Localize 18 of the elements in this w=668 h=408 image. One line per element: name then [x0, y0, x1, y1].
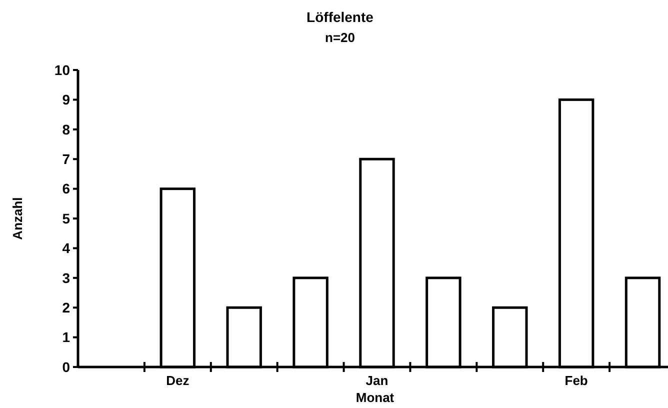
- chart-subtitle: n=20: [325, 30, 355, 45]
- y-tick-label: 3: [62, 270, 70, 286]
- y-tick-label: 2: [62, 300, 70, 316]
- x-tick-label: Feb: [564, 373, 588, 388]
- y-tick-label: 6: [62, 180, 70, 197]
- y-tick-label: 9: [62, 92, 70, 108]
- y-tick-label: 4: [62, 240, 70, 256]
- y-tick-label: 8: [62, 121, 70, 138]
- x-axis-title: Monat: [356, 390, 395, 405]
- y-tick-label: 0: [62, 358, 70, 375]
- x-tick-label: Jan: [366, 373, 388, 388]
- y-tick-label: 1: [62, 329, 70, 346]
- y-tick-label: 10: [54, 62, 70, 78]
- x-tick-label: Dez: [166, 373, 190, 388]
- chart-title: Löffelente: [306, 9, 374, 25]
- y-tick-label: 7: [62, 151, 70, 167]
- y-axis-title: Anzahl: [10, 197, 25, 240]
- y-tick-label: 5: [62, 210, 70, 226]
